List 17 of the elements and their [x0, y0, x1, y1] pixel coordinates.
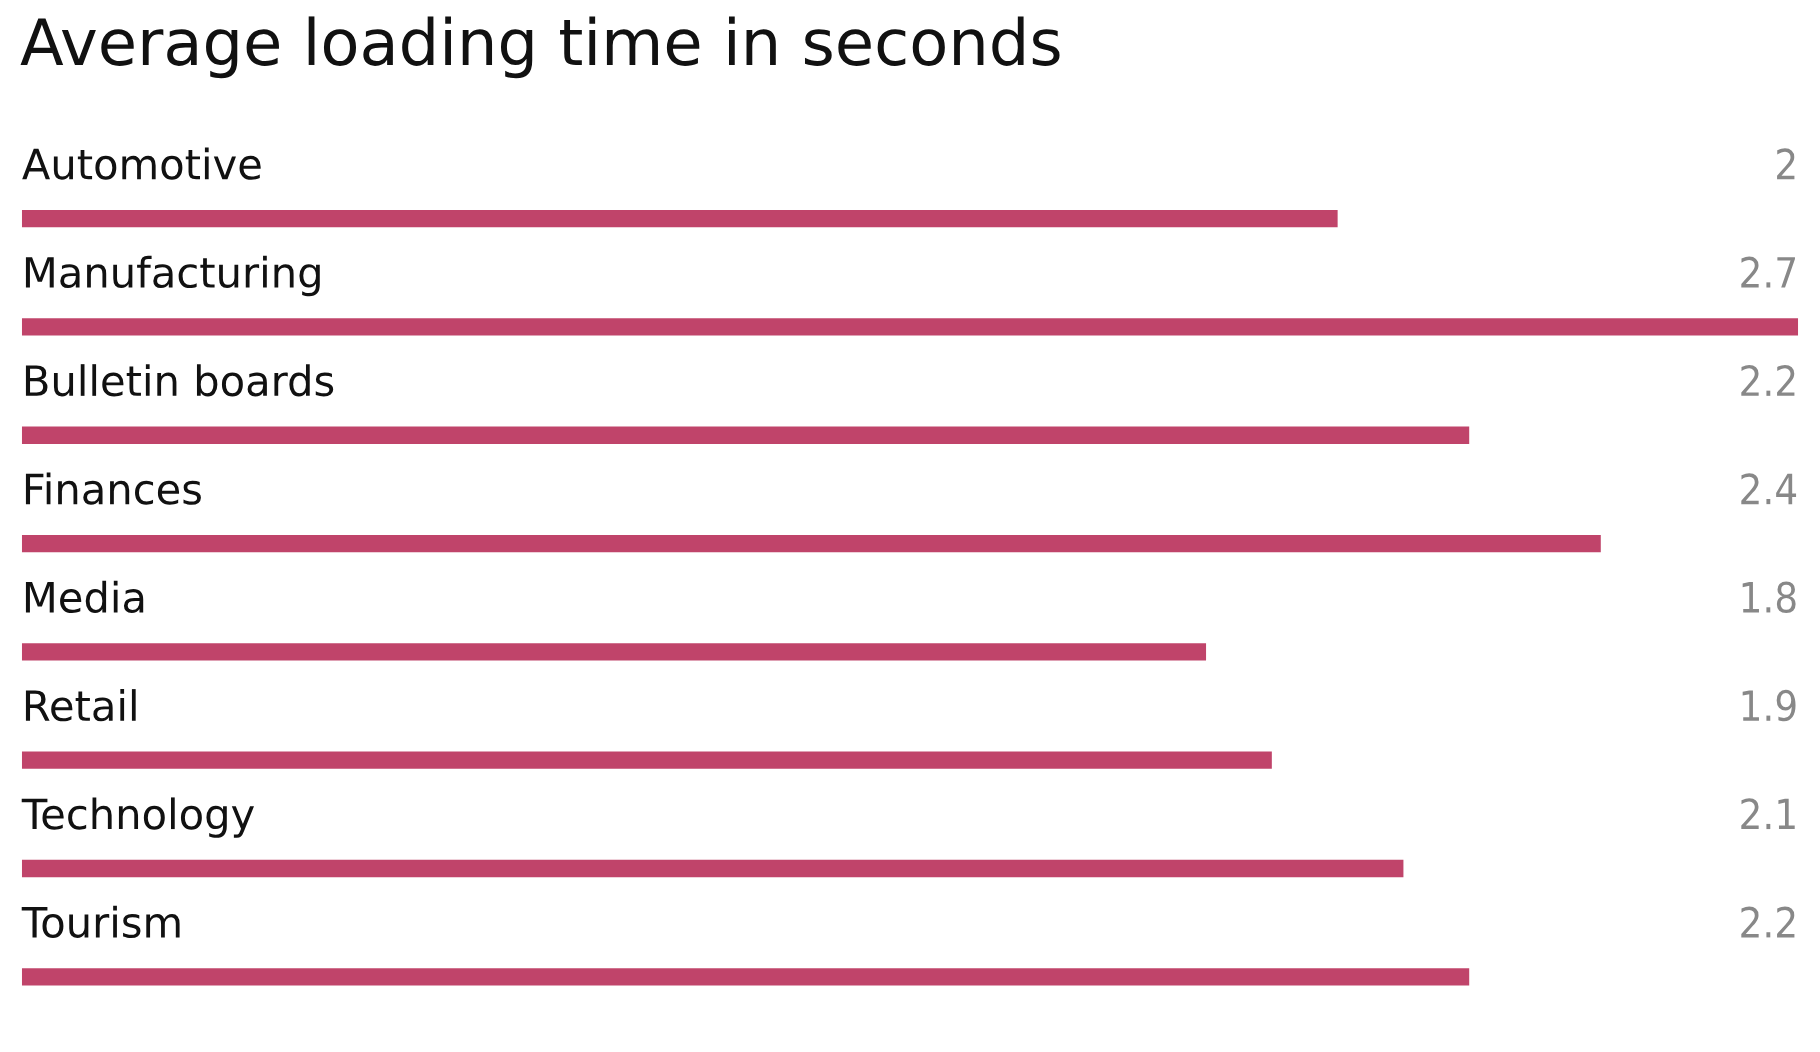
- y-tick-label: Tourism: [21, 905, 180, 938]
- data-label: 2: [1777, 148, 1795, 180]
- y-tick-label: Automotive: [22, 147, 261, 180]
- data-label: 2.2: [1741, 906, 1795, 938]
- data-label: 2.4: [1741, 473, 1797, 505]
- data-label: 2.1: [1741, 798, 1795, 830]
- y-tick-label: Technology: [21, 797, 254, 838]
- data-label: 2.7: [1741, 256, 1795, 288]
- y-tick-label: Retail: [25, 689, 136, 722]
- y-tick-label: Finances: [25, 472, 201, 505]
- y-tick-label: Media: [25, 580, 144, 614]
- y-tick-label: Bulletin boards: [25, 364, 334, 397]
- data-label: 2.2: [1741, 364, 1795, 396]
- chart-title: Average loading time in seconds: [20, 16, 1060, 79]
- y-tick-label: Manufacturing: [25, 255, 320, 297]
- data-label: 1.8: [1742, 581, 1796, 614]
- data-label: 1.9: [1742, 689, 1796, 722]
